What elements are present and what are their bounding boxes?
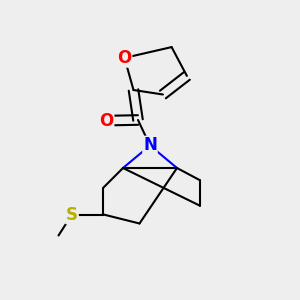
Text: S: S <box>66 206 78 224</box>
Text: O: O <box>117 49 132 67</box>
Text: N: N <box>143 136 157 154</box>
Text: O: O <box>99 112 114 130</box>
